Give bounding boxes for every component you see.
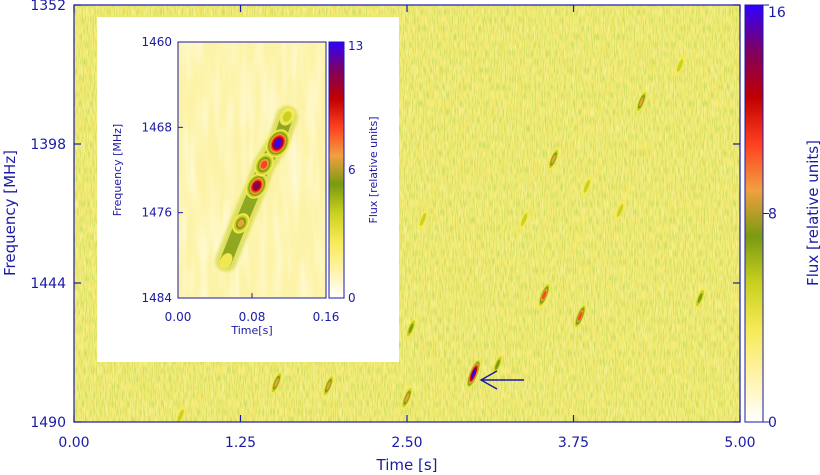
pulse-arrow (479, 370, 524, 390)
x-tick-label: 0.00 (58, 435, 89, 451)
colorbar-tick-label: 16 (768, 5, 786, 21)
inset-y-tick-label: 1468 (141, 120, 172, 134)
x-tick-label: 2.50 (391, 435, 422, 451)
pulse-2 (322, 374, 335, 398)
main-x-axis-label: Time [s] (376, 456, 438, 474)
x-tick-label: 3.75 (558, 435, 589, 451)
main-colorbar: 0 8 16 Flux [relative units] (744, 4, 820, 431)
pulse-17 (405, 317, 417, 340)
inset-pulse-blob-5 (279, 107, 295, 126)
pulse-14 (694, 286, 706, 310)
pulse-0 (175, 405, 186, 422)
inset-x-tick-label: 0.16 (313, 310, 340, 324)
inset-pulse-blob-1 (232, 213, 250, 234)
inset-pulse-layer (215, 105, 299, 272)
inset-colorbar-tick-label: 13 (348, 39, 363, 53)
pulse-13 (674, 54, 686, 77)
x-tick-label: 5.00 (724, 435, 755, 451)
pulse-8 (547, 147, 560, 171)
inset-colorbar-tick-label: 6 (348, 163, 356, 177)
main-colorbar-label: Flux [relative units] (804, 140, 820, 286)
pulse-10 (581, 175, 593, 198)
inset-y-ticks: 1460 1468 1476 1484 (141, 35, 183, 305)
inset-y-tick-label: 1484 (141, 291, 172, 305)
inset-pulse-blob-4 (265, 129, 291, 158)
main-y-ticks: 1352 1398 1444 1490 (30, 0, 740, 431)
pulse-12 (635, 90, 648, 114)
colorbar-tick-label: 0 (768, 415, 777, 431)
inset-x-tick-label: 0.00 (165, 310, 192, 324)
inset-pulse-blob-3 (254, 153, 274, 177)
inset-y-axis-label: Frequency [MHz] (111, 124, 124, 216)
y-tick-label: 1398 (30, 137, 66, 153)
inset-colorbar-label: Flux [relative units] (367, 117, 380, 224)
pulse-4 (466, 358, 481, 389)
pulse-5 (492, 353, 504, 376)
x-tick-label: 1.25 (225, 435, 256, 451)
pulse-1 (270, 370, 283, 395)
colorbar-tick-label: 8 (768, 207, 777, 223)
inset-y-tick-label: 1460 (141, 35, 172, 49)
y-tick-label: 1352 (30, 0, 66, 14)
pulse-18 (417, 208, 429, 231)
pulse-6 (518, 208, 530, 231)
inset-x-ticks: 0.00 0.08 0.16 (165, 293, 340, 324)
main-x-ticks: 0.00 1.25 2.50 3.75 5.00 (58, 5, 756, 451)
inset-pulse-blob-0 (219, 253, 233, 269)
inset-colorbar-ticks: 0 6 13 (348, 39, 363, 305)
inset-x-tick-label: 0.08 (239, 310, 266, 324)
y-tick-label: 1490 (30, 415, 66, 431)
inset-y-tick-label: 1476 (141, 206, 172, 220)
inset-panel: 0.00 0.08 0.16 1460 1468 1476 1484 Time[s] Fr… (97, 17, 399, 362)
inset-colorbar (328, 41, 345, 299)
main-colorbar-ticks: 0 8 16 (763, 4, 786, 431)
inset-pulse-blob-2 (245, 173, 268, 199)
pulse-11 (614, 199, 626, 222)
pulse-7 (537, 282, 551, 308)
inset-colorbar-tick-label: 0 (348, 291, 356, 305)
pulse-layer (175, 54, 706, 422)
inset-x-axis-label: Time[s] (230, 324, 272, 337)
y-tick-label: 1444 (30, 276, 66, 292)
main-y-axis-label: Frequency [MHz] (1, 150, 19, 276)
pulse-3 (401, 385, 413, 410)
pulse-9 (573, 303, 587, 330)
